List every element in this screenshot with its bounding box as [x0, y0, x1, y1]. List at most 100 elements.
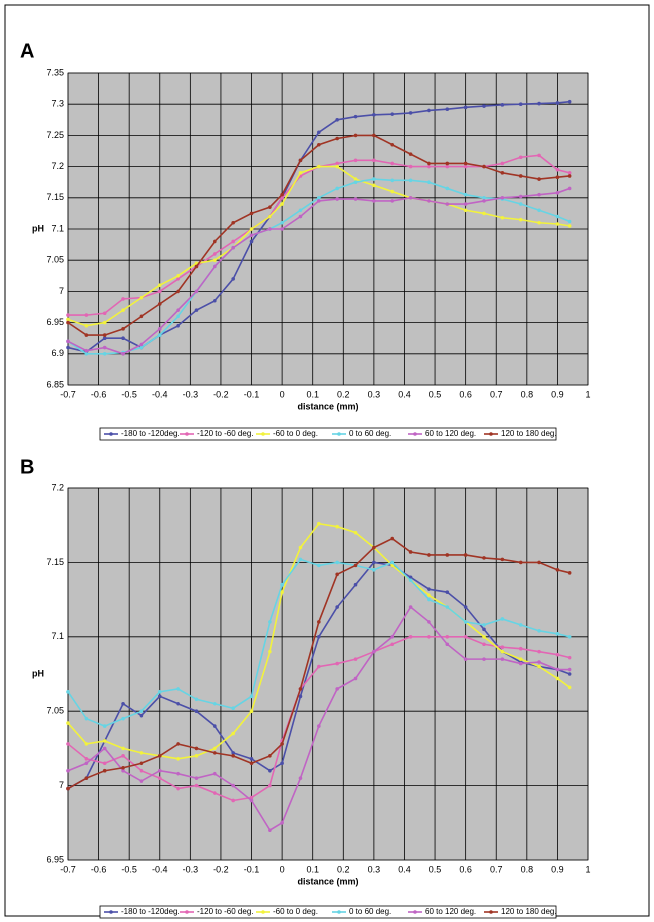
data-point [372, 133, 376, 138]
data-point [427, 164, 431, 169]
data-point [567, 685, 572, 690]
data-point [84, 716, 89, 721]
data-point [298, 214, 303, 219]
data-point [463, 208, 468, 213]
legend-marker [109, 432, 113, 436]
data-point [249, 211, 254, 216]
data-point [427, 635, 431, 639]
data-point [298, 158, 303, 163]
data-point [555, 214, 560, 219]
data-point [408, 575, 413, 580]
data-point [335, 186, 339, 191]
data-point [427, 597, 431, 602]
data-point [66, 786, 70, 791]
data-point [463, 605, 468, 609]
x-tick-label: 0 [280, 389, 285, 399]
data-point [139, 709, 144, 713]
data-point [463, 620, 468, 624]
data-point [408, 605, 413, 609]
y-tick-label: 7.25 [46, 130, 64, 140]
data-point [121, 701, 125, 706]
data-point [268, 649, 272, 654]
data-point [518, 646, 523, 651]
data-point [335, 687, 339, 691]
data-point [280, 582, 284, 587]
legend-label: -120 to -60 deg. [197, 907, 253, 916]
data-point [353, 657, 358, 661]
data-point [390, 199, 395, 203]
data-point [445, 107, 450, 111]
data-point [463, 105, 468, 110]
data-point [317, 142, 321, 147]
data-point [84, 757, 89, 761]
data-point [427, 553, 431, 557]
data-point [500, 215, 505, 220]
data-point [500, 557, 505, 562]
data-point [194, 264, 199, 269]
data-point [567, 186, 572, 191]
legend-marker [413, 432, 417, 436]
data-point [213, 791, 217, 795]
data-point [567, 635, 572, 639]
data-point [427, 161, 431, 166]
data-point [317, 563, 321, 568]
data-point [231, 798, 235, 803]
data-point [463, 192, 468, 197]
data-point [390, 142, 395, 147]
data-point [157, 754, 162, 758]
data-point [445, 590, 450, 594]
data-point [482, 196, 486, 200]
data-point [482, 104, 486, 108]
data-point [102, 336, 107, 341]
data-point [176, 314, 180, 319]
data-point [518, 623, 523, 627]
data-point [567, 224, 572, 228]
x-tick-label: 1 [585, 864, 590, 874]
data-point [213, 701, 217, 706]
data-point [408, 196, 413, 200]
data-point [518, 560, 523, 565]
data-point [335, 118, 339, 122]
data-point [249, 761, 254, 766]
data-point [537, 664, 541, 669]
data-point [335, 136, 339, 141]
data-point [445, 186, 450, 191]
data-point [500, 171, 505, 175]
data-point [372, 560, 376, 565]
data-point [176, 277, 180, 281]
data-point [463, 635, 468, 639]
y-tick-label: 6.85 [46, 379, 64, 389]
data-point [84, 776, 89, 780]
data-point [537, 560, 541, 565]
data-point [139, 751, 144, 755]
data-point [213, 258, 217, 263]
data-point [176, 308, 180, 312]
data-point [268, 227, 272, 231]
data-point [249, 798, 254, 803]
data-point [213, 298, 217, 303]
data-point [445, 642, 450, 647]
legend-label: -60 to 0 deg. [273, 907, 318, 916]
y-tick-label: 7.1 [51, 223, 64, 233]
data-point [537, 101, 541, 106]
data-point [157, 690, 162, 694]
data-point [121, 765, 125, 770]
data-point [121, 336, 125, 341]
data-point [268, 783, 272, 788]
data-point [567, 174, 572, 178]
legend-marker [185, 432, 189, 436]
data-point [567, 655, 572, 660]
data-point [567, 171, 572, 175]
y-tick-label: 7.15 [46, 192, 64, 202]
data-point [139, 342, 144, 347]
data-point [213, 751, 217, 755]
data-point [537, 660, 541, 664]
data-point [139, 314, 144, 319]
data-point [231, 706, 235, 711]
data-point [157, 327, 162, 331]
data-point [102, 352, 107, 356]
data-point [518, 102, 523, 106]
data-point [176, 757, 180, 761]
data-point [353, 133, 358, 138]
data-point [482, 556, 486, 560]
